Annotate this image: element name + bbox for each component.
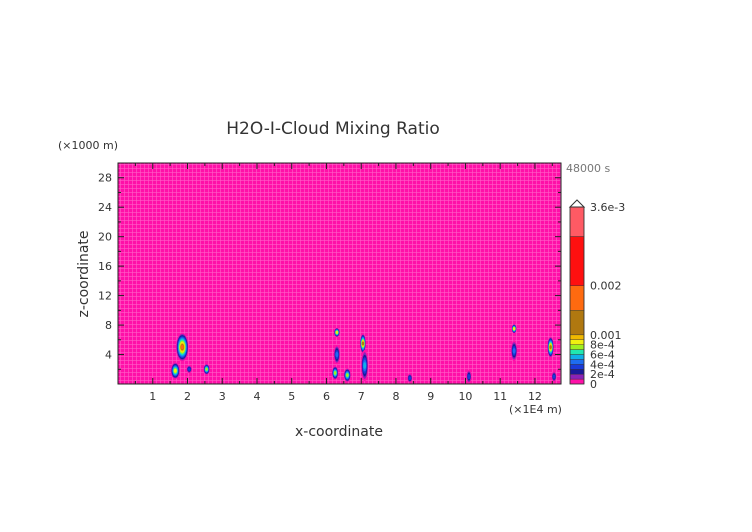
- y-tick-label: 24: [98, 201, 112, 214]
- colorbar-tick-label: 0.001: [590, 329, 622, 342]
- y-tick-label: 16: [98, 260, 112, 273]
- x-tick-label: 10: [458, 390, 472, 403]
- x-tick-label: 6: [323, 390, 330, 403]
- contour-feature: [407, 373, 413, 383]
- contour-band: [512, 327, 516, 331]
- colorbar-band: [569, 378, 585, 385]
- colorbar-band: [569, 339, 585, 345]
- colorbar-band: [569, 310, 585, 336]
- contour-band: [187, 367, 191, 372]
- plot-background: [118, 163, 561, 384]
- colorbar-frame: [569, 206, 585, 385]
- colorbar-band: [569, 236, 585, 286]
- contour-feature: [186, 365, 192, 374]
- contour-band: [205, 367, 208, 371]
- colorbar-band: [569, 334, 585, 340]
- colorbar-band: [569, 285, 585, 311]
- y-unit-label: (×1000 m): [58, 139, 118, 152]
- y-tick-label: 12: [98, 290, 112, 303]
- colorbar-tick-label: 3.6e-3: [590, 201, 625, 214]
- x-tick-label: 5: [288, 390, 295, 403]
- contour-feature: [176, 332, 189, 362]
- colorbar-band: [569, 344, 585, 350]
- contour-feature: [343, 368, 351, 383]
- y-tick-label: 8: [105, 319, 112, 332]
- colorbar-band: [569, 373, 585, 380]
- colorbar-band: [569, 206, 585, 237]
- y-axis-label: z-coordinate: [76, 230, 92, 317]
- chart-title: H2O-I-Cloud Mixing Ratio: [226, 119, 440, 139]
- y-tick-label: 28: [98, 172, 112, 185]
- contour-band: [333, 371, 337, 375]
- contour-band: [467, 374, 471, 380]
- contour-band: [361, 341, 365, 346]
- contour-band: [512, 347, 516, 354]
- colorbar-tick-label: 6e-4: [590, 349, 615, 362]
- colorbar-tick-label: 0.002: [590, 280, 622, 293]
- contour-feature: [203, 363, 210, 375]
- colorbar-band: [569, 369, 585, 375]
- y-tick-label: 4: [105, 349, 112, 362]
- contour-feature: [334, 327, 340, 338]
- contour-feature: [466, 369, 472, 384]
- x-tick-label: 8: [392, 390, 399, 403]
- contour-feature: [333, 344, 340, 365]
- x-tick-label: 4: [253, 390, 260, 403]
- colorbar-band: [569, 349, 585, 355]
- x-tick-label: 1: [149, 390, 156, 403]
- contour-band: [335, 331, 339, 334]
- x-tick-label: 9: [427, 390, 434, 403]
- contour-feature: [332, 366, 339, 380]
- contour-feature: [551, 371, 557, 383]
- contour-band: [346, 373, 349, 377]
- colorbar-extend-triangle: [568, 199, 586, 208]
- x-tick-label: 7: [358, 390, 365, 403]
- colorbar-band: [569, 364, 585, 370]
- contour-feature: [511, 324, 517, 334]
- colorbar-tick-label: 0: [590, 378, 597, 391]
- colorbar-tick-label: 4e-4: [590, 358, 615, 371]
- contour-band: [408, 376, 412, 381]
- x-tick-label: 11: [493, 390, 507, 403]
- contour-band: [363, 362, 367, 370]
- x-tick-label: 3: [219, 390, 226, 403]
- contour-band: [335, 351, 339, 358]
- x-tick-label: 2: [184, 390, 191, 403]
- contour-feature: [547, 336, 554, 358]
- x-unit-label: (×1E4 m): [509, 403, 562, 416]
- colorbar-band: [569, 354, 585, 360]
- time-label: 48000 s: [566, 162, 610, 175]
- x-tick-label: 12: [528, 390, 542, 403]
- y-tick-label: 20: [98, 231, 112, 244]
- contour-feature: [170, 362, 180, 380]
- colorbar-tick-label: 8e-4: [590, 339, 615, 352]
- colorbar-band: [569, 359, 585, 365]
- x-axis-label: x-coordinate: [295, 424, 383, 440]
- plot-frame: [117, 162, 562, 385]
- contour-band: [180, 345, 184, 350]
- contour-band: [549, 345, 552, 350]
- colorbar-tick-label: 2e-4: [590, 368, 615, 381]
- contour-feature: [361, 349, 369, 382]
- contour-feature: [360, 333, 366, 354]
- contour-feature: [511, 340, 518, 362]
- contour-band: [173, 368, 177, 373]
- contour-band: [552, 374, 556, 379]
